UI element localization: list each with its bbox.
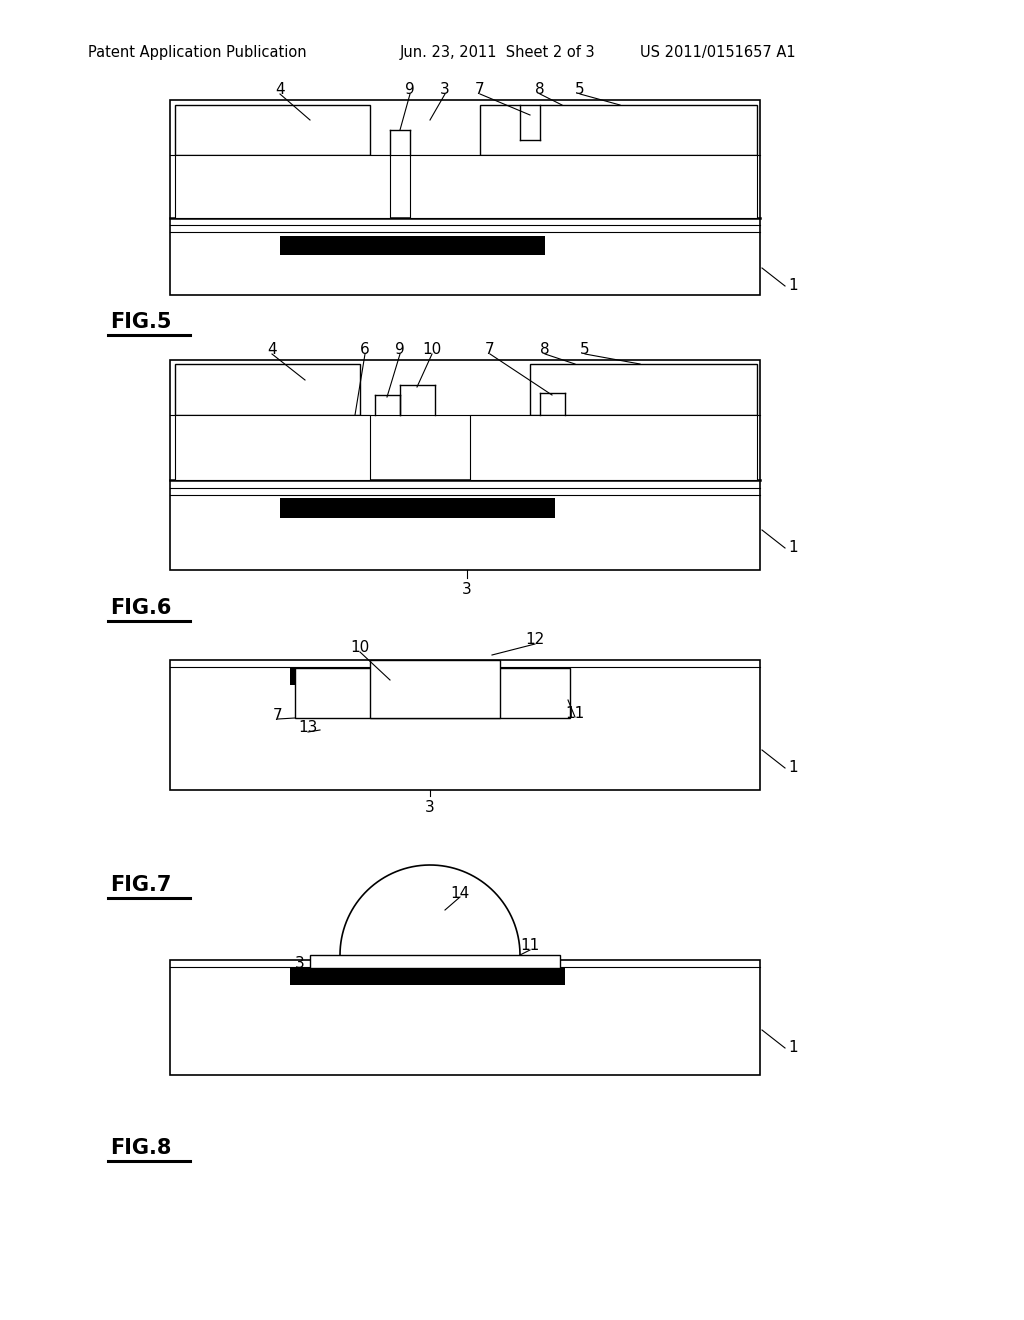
Text: Jun. 23, 2011  Sheet 2 of 3: Jun. 23, 2011 Sheet 2 of 3 [400,45,596,59]
Text: FIG.7: FIG.7 [110,875,171,895]
Text: FIG.5: FIG.5 [110,312,171,333]
Text: 11: 11 [520,939,540,953]
Text: 7: 7 [485,342,495,358]
Bar [175,154,390,218]
Bar [410,154,757,218]
Text: 9: 9 [406,82,415,98]
Text: 5: 5 [575,82,585,98]
Text: 1: 1 [788,760,798,776]
Text: 8: 8 [536,82,545,98]
Bar [170,660,760,789]
Text: 3: 3 [295,957,305,972]
Text: 1: 1 [788,1040,798,1056]
Text: FIG.6: FIG.6 [110,598,171,618]
Text: 14: 14 [451,886,470,900]
Bar [175,106,370,154]
Text: 13: 13 [298,721,317,735]
Text: 8: 8 [541,342,550,358]
Bar [290,968,565,985]
Bar [175,364,360,414]
Text: FIG.8: FIG.8 [110,1138,171,1158]
Text: 1: 1 [788,540,798,556]
Text: 4: 4 [267,342,276,358]
Bar [280,498,555,517]
Text: 5: 5 [581,342,590,358]
Bar [170,960,760,1074]
Bar [310,954,560,968]
Text: Patent Application Publication: Patent Application Publication [88,45,306,59]
Text: 9: 9 [395,342,404,358]
Bar [175,414,370,480]
Bar [295,668,570,718]
Bar [280,236,545,255]
Text: 3: 3 [462,582,472,597]
Text: 11: 11 [565,705,585,721]
Bar [370,660,500,718]
Text: 3: 3 [425,800,435,814]
Text: 10: 10 [422,342,441,358]
Bar [530,364,757,414]
Bar [480,106,757,154]
Text: 7: 7 [475,82,484,98]
Bar [470,414,757,480]
Bar [290,668,565,685]
Text: 7: 7 [273,708,283,722]
Text: 10: 10 [350,640,370,656]
Text: 3: 3 [440,82,450,98]
Text: 6: 6 [360,342,370,358]
Text: US 2011/0151657 A1: US 2011/0151657 A1 [640,45,796,59]
Text: 12: 12 [525,632,545,648]
Bar [170,100,760,294]
Bar [170,360,760,570]
Text: 4: 4 [275,82,285,98]
Text: 1: 1 [788,279,798,293]
